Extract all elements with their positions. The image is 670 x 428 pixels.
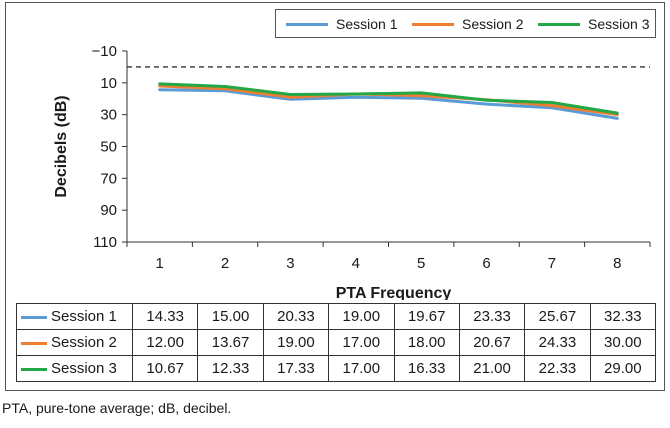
x-tick-label: 7 [548,255,556,272]
figure-footnote: PTA, pure-tone average; dB, decibel. [2,400,232,416]
row-swatch-session-3 [21,367,47,371]
legend-label-session-3: Session 3 [588,16,650,32]
x-tick-label: 4 [352,255,360,272]
table-cell: 23.33 [458,303,526,330]
row-label-text: Session 2 [51,334,117,351]
row-swatch-session-2 [21,341,47,345]
table-cell: 24.33 [524,329,591,356]
y-tick-label: 10 [100,75,117,92]
table-cell: 25.67 [524,303,591,330]
y-tick-label: 30 [100,107,117,124]
table-cell: 17.33 [262,355,330,382]
chart-legend: Session 1 Session 2 Session 3 [275,9,656,38]
series-line-session-2 [158,84,619,117]
table-cell: 19.00 [262,329,330,356]
table-cell: 29.00 [589,355,657,382]
table-row-session-1: Session 1 14.33 15.00 20.33 19.00 19.67 … [16,303,657,330]
table-row-session-2: Session 2 12.00 13.67 19.00 17.00 18.00 … [16,329,657,356]
x-tick-label: 6 [482,255,490,272]
line-chart: −10 10 30 50 70 90 110 1 2 3 4 5 6 7 8 Decibels (dB) PTA… [53,43,651,300]
legend-item-session-1: Session 1 [286,16,397,32]
legend-item-session-3: Session 3 [538,16,649,32]
legend-item-session-2: Session 2 [412,16,523,32]
x-tick-label: 2 [221,255,229,272]
x-axis-title: PTA Frequency [336,285,452,300]
table-cell: 19.00 [328,303,395,330]
x-tick-label: 3 [286,255,294,272]
table-cell: 10.67 [131,355,199,382]
legend-swatch-session-1 [286,22,328,26]
figure-frame [5,2,665,391]
series-line-session-3 [158,82,619,115]
legend-swatch-session-2 [412,22,454,26]
data-table: Session 1 14.33 15.00 20.33 19.00 19.67 … [16,303,657,382]
row-label-text: Session 3 [51,360,117,377]
y-tick-label: −10 [92,43,117,60]
table-cell: 17.00 [328,329,395,356]
table-row-session-3: Session 3 10.67 12.33 17.33 17.00 16.33 … [16,355,657,382]
legend-label-session-1: Session 1 [336,16,398,32]
y-tick-label: 110 [93,234,117,251]
table-cell: 30.00 [589,329,657,356]
table-cell: 16.33 [393,355,460,382]
table-cell: 20.33 [262,303,330,330]
table-cell: 19.67 [393,303,460,330]
table-cell: 17.00 [328,355,395,382]
x-tick-label: 1 [156,255,164,272]
table-cell: 13.67 [197,329,264,356]
table-cell: 14.33 [131,303,199,330]
y-tick-label: 50 [100,139,117,156]
y-tick-label: 70 [100,170,117,187]
row-swatch-session-1 [21,315,47,319]
y-axis-title: Decibels (dB) [53,95,70,197]
table-cell: 12.00 [131,329,199,356]
table-row-label: Session 1 [16,303,133,330]
x-tick-label: 5 [417,255,425,272]
table-cell: 32.33 [589,303,657,330]
table-row-label: Session 2 [16,329,133,356]
table-cell: 15.00 [197,303,264,330]
table-cell: 22.33 [524,355,591,382]
row-label-text: Session 1 [51,308,117,325]
y-tick-label: 90 [100,202,117,219]
legend-label-session-2: Session 2 [462,16,524,32]
table-cell: 12.33 [197,355,264,382]
x-tick-label: 8 [613,255,621,272]
table-cell: 20.67 [458,329,526,356]
table-cell: 18.00 [393,329,460,356]
table-cell: 21.00 [458,355,526,382]
series-line-session-1 [158,88,619,120]
table-row-label: Session 3 [16,355,133,382]
legend-swatch-session-3 [538,22,580,26]
